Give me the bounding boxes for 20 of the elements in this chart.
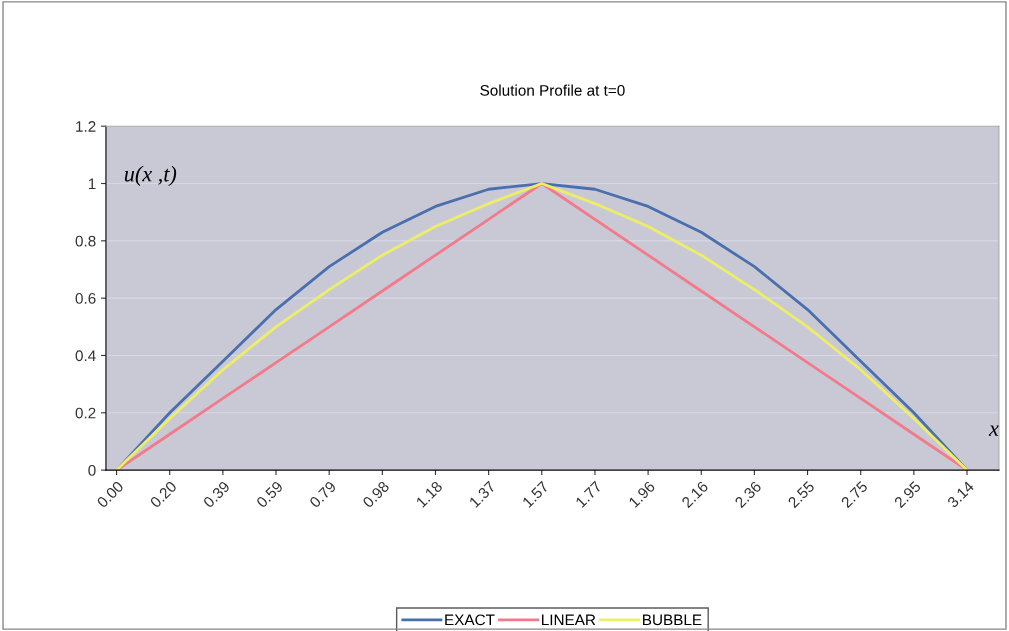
y-tick-label: 0.4 [75, 350, 96, 362]
x-axis-title: x [988, 425, 999, 436]
x-tick-label: 0.98 [362, 480, 390, 509]
y-tick-label: 0 [88, 464, 96, 476]
x-tick-label: 3.14 [946, 480, 975, 509]
legend-label: EXACT [445, 614, 495, 626]
legend-label: LINEAR [542, 614, 596, 626]
x-tick-label: 0.39 [202, 480, 231, 509]
y-tick-label: 1.2 [76, 121, 96, 132]
legend-label: BUBBLE [643, 614, 702, 626]
chart-title: Solution Profile at t=0 [480, 84, 625, 96]
y-tick-label: 0.8 [75, 235, 96, 247]
y-tick-label: 0.6 [75, 293, 96, 304]
y-tick-label: 0.2 [75, 407, 96, 419]
x-tick-label: 0.00 [96, 480, 125, 509]
y-axis-title: u(x ,t) [124, 165, 177, 186]
x-tick-label: 0.20 [149, 480, 178, 509]
y-tick-label: 1 [88, 178, 96, 190]
x-tick-label: 0.79 [308, 480, 337, 509]
x-tick-label: 0.59 [255, 480, 284, 509]
